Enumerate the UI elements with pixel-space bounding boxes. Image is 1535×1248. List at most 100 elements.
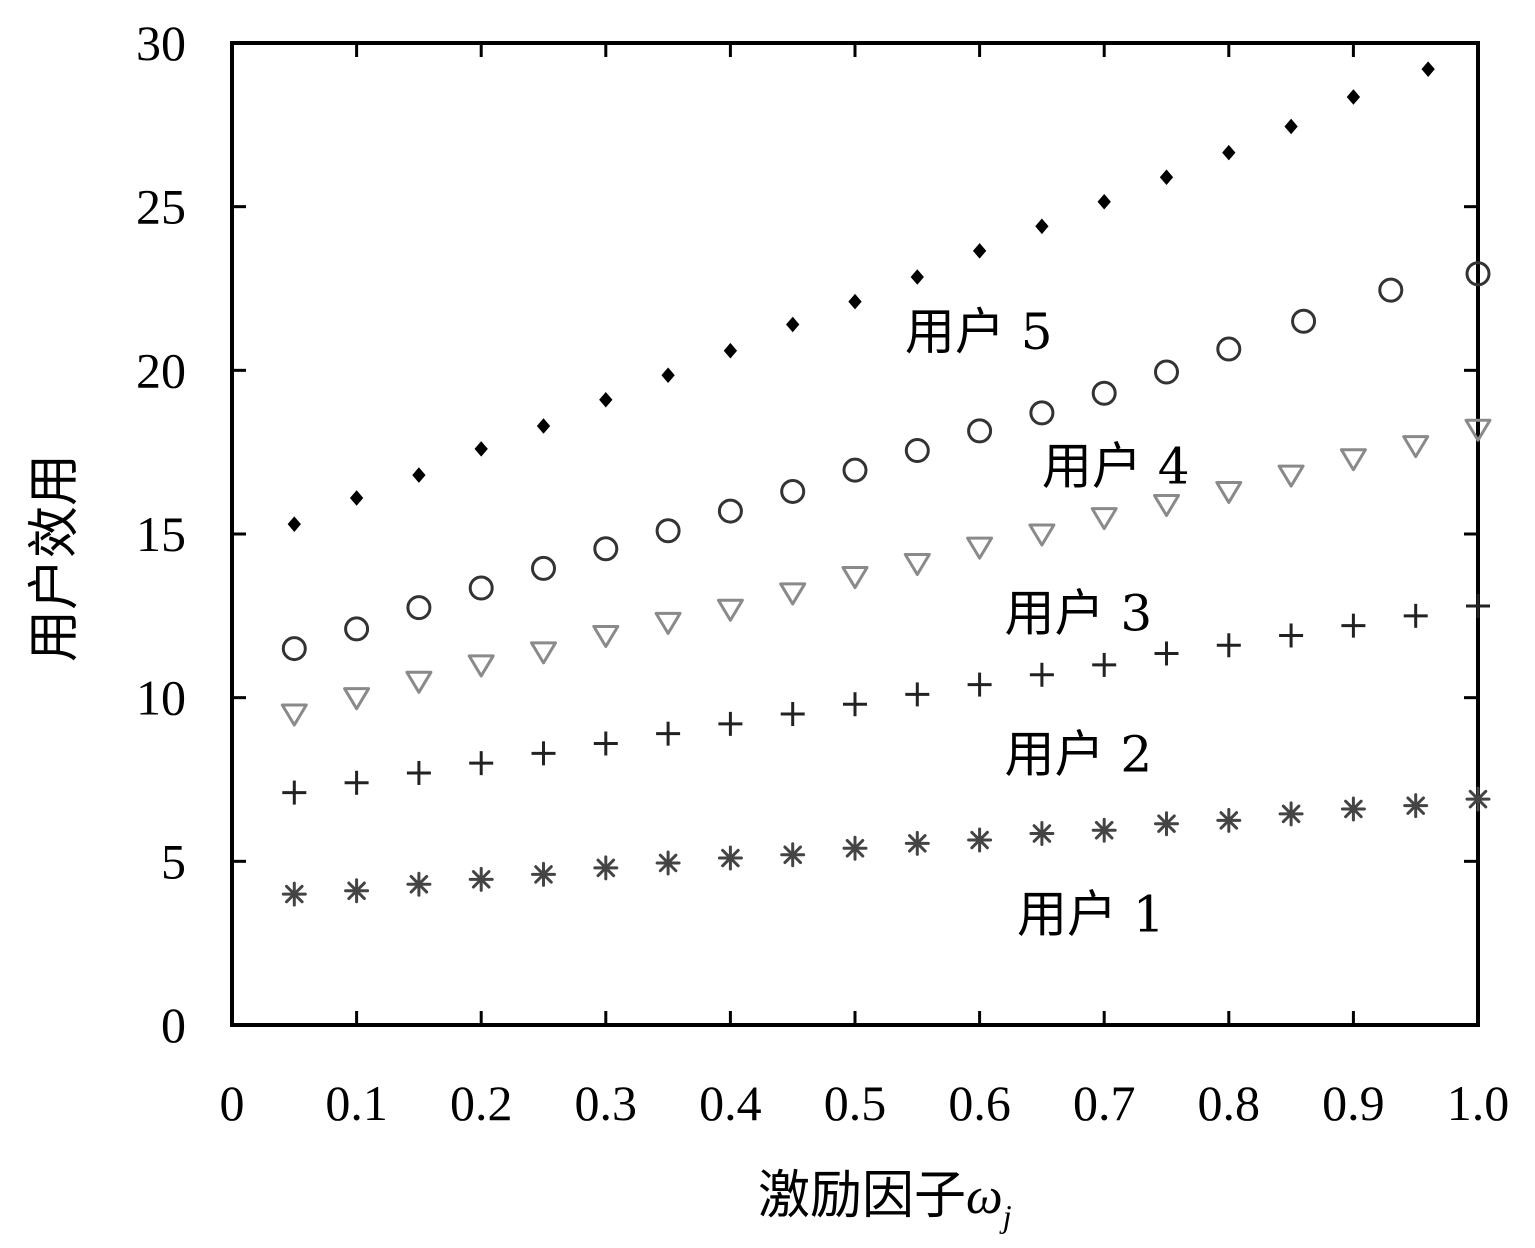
data-point-series-3 bbox=[1464, 418, 1492, 442]
data-point-series-1 bbox=[1091, 817, 1117, 843]
x-axis-title-subscript: j bbox=[999, 1198, 1012, 1234]
data-point-series-4 bbox=[1378, 277, 1404, 303]
data-point-series-2 bbox=[905, 682, 930, 707]
data-point-series-1 bbox=[842, 835, 868, 861]
data-point-series-5 bbox=[1284, 118, 1298, 135]
data-point-series-1 bbox=[1154, 811, 1179, 837]
data-point-series-3 bbox=[1090, 507, 1118, 531]
data-point-series-3 bbox=[1277, 464, 1305, 488]
data-point-series-4 bbox=[531, 555, 556, 581]
x-tick-label: 1.0 bbox=[1447, 1075, 1510, 1131]
axis-ticks bbox=[230, 41, 1480, 1027]
data-point-series-5 bbox=[848, 293, 862, 310]
data-markers bbox=[280, 61, 1492, 907]
data-point-series-5 bbox=[1421, 61, 1435, 77]
data-point-series-1 bbox=[468, 866, 494, 892]
data-point-series-2 bbox=[1403, 603, 1428, 628]
data-point-series-4 bbox=[904, 438, 930, 464]
data-point-series-3 bbox=[841, 566, 869, 590]
data-point-series-5 bbox=[474, 441, 488, 457]
data-point-series-2 bbox=[1092, 652, 1117, 677]
data-point-series-5 bbox=[599, 392, 613, 408]
data-point-series-5 bbox=[910, 269, 924, 285]
x-tick-labels: 0 0.1 0.2 0.3 0.4 0.5 0.6 0.7 0.8 0.9 1.0 bbox=[220, 1075, 1510, 1131]
series-1 bbox=[281, 786, 1491, 907]
data-point-series-1 bbox=[531, 861, 556, 887]
data-point-series-2 bbox=[531, 741, 556, 766]
data-point-series-3 bbox=[1028, 523, 1056, 547]
data-point-series-1 bbox=[344, 878, 370, 904]
data-point-series-5 bbox=[412, 467, 426, 483]
x-tick-label: 0.6 bbox=[948, 1075, 1011, 1131]
y-tick-label: 0 bbox=[161, 997, 186, 1053]
x-tick-label: 0 bbox=[220, 1075, 245, 1131]
data-point-series-4 bbox=[281, 636, 307, 662]
data-point-series-3 bbox=[1215, 480, 1243, 504]
data-point-series-2 bbox=[1216, 633, 1241, 658]
data-point-series-5 bbox=[1222, 144, 1236, 161]
data-point-series-3 bbox=[1153, 494, 1180, 518]
x-tick-label: 0.1 bbox=[325, 1075, 388, 1131]
data-point-series-5 bbox=[786, 316, 800, 333]
data-point-series-4 bbox=[655, 518, 681, 544]
data-point-series-3 bbox=[716, 598, 744, 622]
series-5 bbox=[287, 61, 1435, 532]
data-point-series-5 bbox=[349, 490, 364, 506]
data-point-series-2 bbox=[1279, 623, 1304, 648]
data-point-series-1 bbox=[717, 845, 743, 871]
data-point-series-2 bbox=[967, 672, 992, 697]
data-point-series-1 bbox=[1278, 801, 1304, 827]
data-point-series-1 bbox=[780, 842, 806, 868]
data-point-series-1 bbox=[1340, 796, 1366, 822]
data-point-series-2 bbox=[656, 721, 681, 746]
data-point-series-4 bbox=[780, 478, 806, 504]
data-point-series-1 bbox=[1465, 786, 1491, 812]
data-point-series-1 bbox=[1403, 793, 1429, 819]
y-tick-label: 25 bbox=[136, 179, 186, 235]
data-point-series-4 bbox=[1154, 359, 1179, 385]
data-point-series-5 bbox=[1346, 89, 1361, 105]
data-point-series-1 bbox=[1216, 807, 1242, 833]
data-point-series-5 bbox=[287, 516, 301, 532]
data-point-series-2 bbox=[406, 760, 431, 785]
data-point-series-2 bbox=[344, 770, 369, 795]
series-label-2: 用户 2 bbox=[1005, 725, 1153, 783]
data-point-series-3 bbox=[467, 654, 495, 678]
x-tick-label: 0.3 bbox=[575, 1075, 638, 1131]
data-point-series-5 bbox=[661, 367, 675, 384]
x-axis-title: 激励因子ωj bbox=[758, 1166, 1012, 1234]
data-point-series-3 bbox=[405, 670, 433, 694]
data-point-series-3 bbox=[280, 703, 308, 727]
data-point-series-5 bbox=[536, 418, 551, 434]
x-tick-label: 0.8 bbox=[1198, 1075, 1261, 1131]
data-point-series-3 bbox=[592, 624, 620, 648]
data-point-series-2 bbox=[1466, 594, 1490, 619]
series-annotations: 用户 5 用户 4 用户 3 用户 2 用户 1 bbox=[905, 303, 1190, 944]
data-point-series-4 bbox=[406, 595, 432, 621]
x-tick-label: 0.5 bbox=[824, 1075, 887, 1131]
data-point-series-4 bbox=[344, 616, 370, 642]
data-point-series-4 bbox=[1465, 261, 1491, 287]
data-point-series-3 bbox=[530, 641, 557, 665]
x-axis-title-symbol: ω bbox=[966, 1168, 1003, 1225]
data-point-series-4 bbox=[468, 575, 494, 601]
data-point-series-4 bbox=[717, 498, 743, 524]
data-point-series-5 bbox=[1035, 218, 1049, 235]
y-tick-label: 5 bbox=[161, 833, 186, 889]
y-tick-label: 30 bbox=[136, 15, 186, 71]
x-tick-label: 0.4 bbox=[699, 1075, 762, 1131]
data-point-series-2 bbox=[1029, 662, 1054, 687]
data-point-series-2 bbox=[282, 780, 307, 805]
x-tick-label: 0.7 bbox=[1073, 1075, 1136, 1131]
y-tick-label: 10 bbox=[136, 670, 186, 726]
data-point-series-3 bbox=[1339, 448, 1367, 472]
series-label-5: 用户 5 bbox=[905, 303, 1053, 361]
data-point-series-4 bbox=[593, 536, 619, 562]
data-point-series-5 bbox=[972, 243, 987, 259]
series-4 bbox=[281, 261, 1491, 662]
data-point-series-4 bbox=[1216, 336, 1242, 362]
data-point-series-5 bbox=[1097, 193, 1111, 210]
data-point-series-3 bbox=[966, 536, 994, 560]
data-point-series-1 bbox=[281, 881, 307, 907]
